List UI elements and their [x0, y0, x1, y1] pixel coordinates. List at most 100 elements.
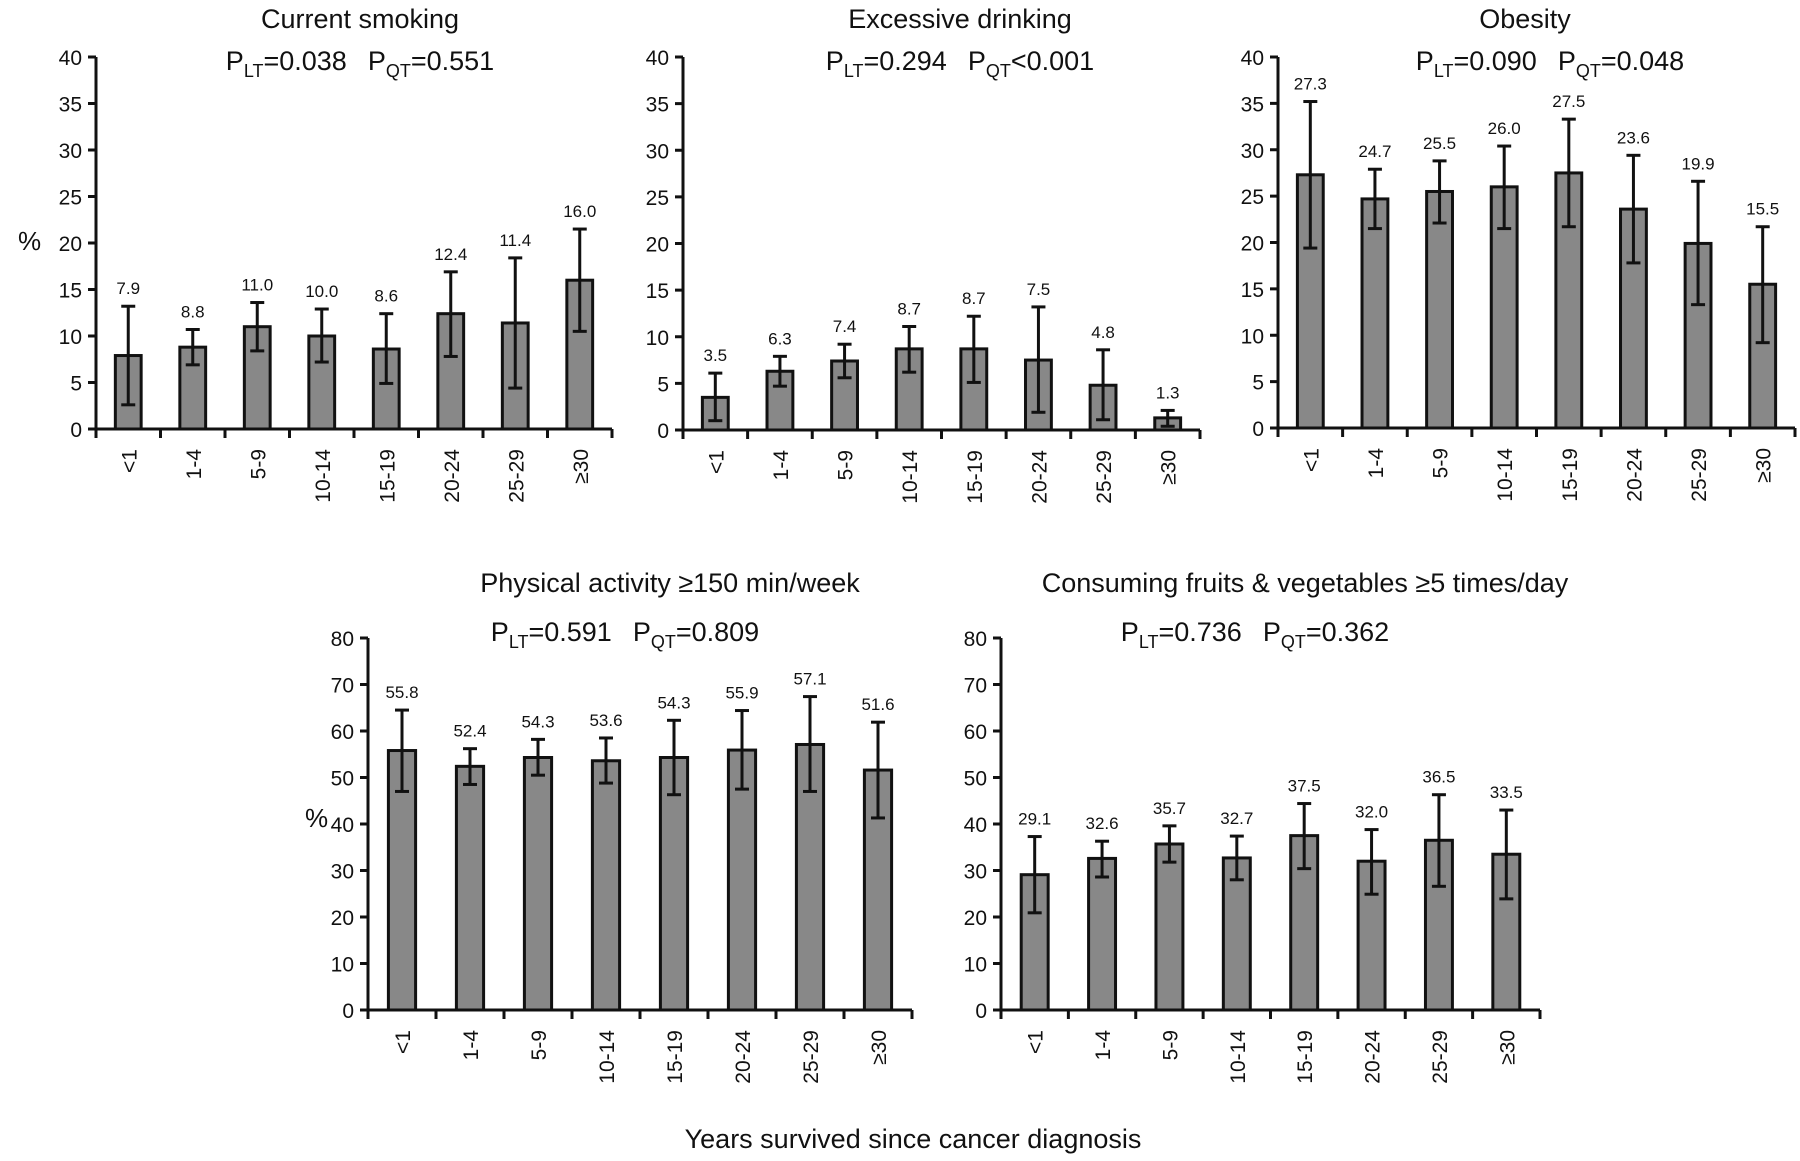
- y-tick-label: 20: [59, 233, 82, 256]
- bar: [1360, 197, 1390, 430]
- error-bar: [1027, 835, 1042, 915]
- y-tick-label: 25: [59, 187, 82, 210]
- data-label: 11.0: [241, 276, 273, 295]
- error-bar: [1229, 834, 1244, 882]
- error-bar: [314, 307, 329, 364]
- error-bar: [803, 695, 817, 793]
- p-value-symbol: P: [1242, 617, 1281, 647]
- data-label: 52.4: [453, 722, 486, 741]
- x-tick-label: 20-24: [1623, 448, 1646, 502]
- x-tick-label: <1: [118, 449, 141, 473]
- error-bar: [1431, 793, 1446, 888]
- error-bar: [1497, 144, 1512, 231]
- error-bar: [667, 718, 681, 797]
- error-bar: [1162, 824, 1177, 864]
- p-value-symbol: P: [226, 46, 244, 76]
- y-tick-label: 80: [964, 628, 987, 651]
- chart-title: Physical activity ≥150 min/week: [480, 568, 860, 598]
- error-bar: [1364, 828, 1379, 896]
- data-label: 54.3: [521, 712, 554, 731]
- data-label: 33.5: [1490, 783, 1523, 802]
- y-tick-label: 50: [331, 768, 354, 791]
- bar: [1087, 856, 1118, 1012]
- data-label: 29.1: [1018, 810, 1051, 829]
- x-tick-label: 25-29: [1688, 448, 1711, 502]
- y-tick-label: 50: [964, 768, 987, 791]
- y-tick-label: 10: [1241, 325, 1264, 348]
- error-bar: [508, 256, 523, 390]
- y-tick-label: 10: [59, 326, 82, 349]
- y-tick-label: 5: [70, 373, 82, 396]
- y-tick-label: 25: [646, 187, 669, 210]
- y-tick-label: 40: [59, 47, 82, 70]
- y-tick-label: 15: [1241, 279, 1264, 302]
- bar: [242, 325, 272, 431]
- chart-title: Current smoking: [261, 4, 459, 34]
- data-label: 25.5: [1423, 134, 1456, 153]
- y-tick-label: 40: [646, 47, 669, 70]
- error-bar: [463, 747, 477, 786]
- bar: [590, 759, 622, 1012]
- data-label: 7.4: [833, 317, 857, 336]
- data-label: 23.6: [1617, 128, 1650, 147]
- data-label: 4.8: [1091, 323, 1115, 342]
- bar: [454, 764, 486, 1012]
- p-value-symbol: P: [1121, 617, 1139, 647]
- p-value-number: =0.736: [1158, 617, 1241, 647]
- x-tick-label: ≥30: [1753, 448, 1776, 483]
- error-bar: [395, 708, 409, 793]
- x-tick-label: 25-29: [800, 1030, 823, 1084]
- data-label: 54.3: [657, 693, 690, 712]
- data-label: 3.5: [703, 346, 727, 365]
- data-label: 32.0: [1355, 803, 1388, 822]
- data-label: 16.0: [563, 202, 596, 221]
- y-tick-label: 40: [331, 814, 354, 837]
- x-tick-label: <1: [1025, 1030, 1048, 1054]
- y-tick-label: 60: [331, 721, 354, 744]
- y-tick-label: 0: [657, 420, 669, 443]
- y-tick-label: 80: [331, 628, 354, 651]
- chart-title: Obesity: [1479, 4, 1571, 34]
- p-value-symbol: P: [1416, 46, 1434, 76]
- data-label: 26.0: [1488, 119, 1521, 138]
- y-tick-label: 0: [342, 1000, 354, 1023]
- y-tick-label: 0: [975, 1000, 987, 1023]
- x-tick-label: 15-19: [1294, 1030, 1317, 1084]
- p-values-annotation: PLT=0.294 PQT<0.001: [826, 46, 1094, 81]
- error-bar: [1499, 808, 1514, 901]
- error-bar: [599, 736, 613, 785]
- y-tick-label: 35: [646, 94, 669, 117]
- error-bar: [1561, 117, 1576, 229]
- data-label: 32.6: [1086, 814, 1119, 833]
- y-tick-label: 70: [331, 675, 354, 698]
- data-label: 6.3: [768, 329, 792, 348]
- chart-title: Excessive drinking: [848, 4, 1072, 34]
- error-bar: [1297, 802, 1312, 871]
- x-tick-label: <1: [705, 450, 728, 474]
- error-bar: [1432, 159, 1447, 225]
- p-value-subscript: LT: [509, 632, 529, 652]
- data-label: 8.6: [374, 287, 398, 306]
- y-axis-label: %: [18, 226, 41, 256]
- p-value-number: =0.038: [263, 46, 346, 76]
- x-tick-label: 10-14: [1227, 1030, 1250, 1084]
- x-tick-label: 10-14: [596, 1030, 619, 1084]
- data-label: 37.5: [1288, 777, 1321, 796]
- data-label: 55.9: [725, 684, 758, 703]
- x-tick-label: 15-19: [964, 450, 987, 504]
- error-bar: [443, 270, 458, 358]
- data-label: 1.3: [1156, 383, 1180, 402]
- bar: [522, 756, 554, 1012]
- y-tick-label: 20: [646, 234, 669, 257]
- x-tick-label: 10-14: [312, 449, 335, 503]
- y-tick-label: 10: [964, 954, 987, 977]
- y-tick-label: 20: [1241, 233, 1264, 256]
- y-tick-label: 30: [331, 861, 354, 884]
- p-value-subscript: LT: [1434, 61, 1454, 81]
- x-tick-label: <1: [392, 1030, 415, 1054]
- p-value-subscript: LT: [244, 61, 264, 81]
- data-label: 7.5: [1027, 280, 1051, 299]
- x-tick-label: 5-9: [1430, 448, 1453, 478]
